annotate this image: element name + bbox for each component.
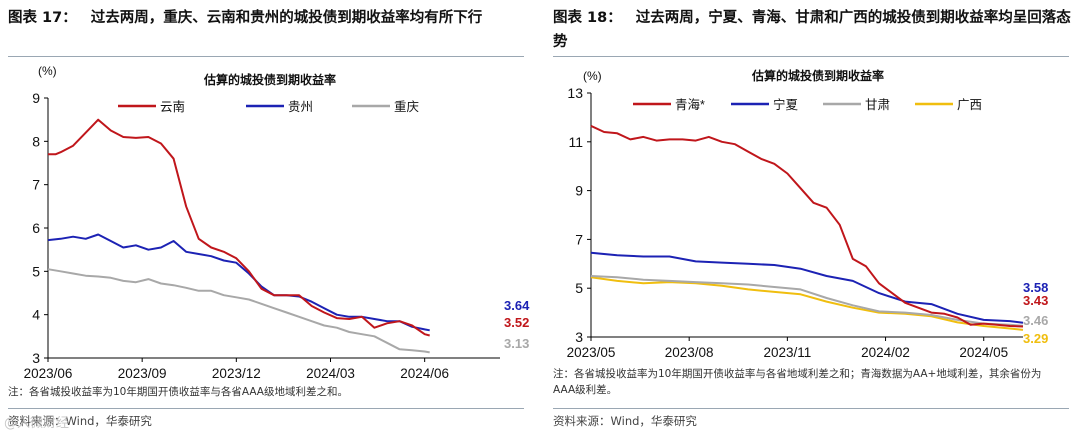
y-tick-label: 7: [32, 177, 40, 193]
x-tick-label: 2023/09: [118, 366, 167, 381]
legend-label-0: 云南: [160, 99, 185, 114]
figure-caption: 过去两周，重庆、云南和贵州的城投债到期收益率均有所下行: [90, 10, 483, 26]
x-tick-label: 2023/05: [567, 345, 616, 360]
y-tick-label: 5: [32, 263, 40, 279]
legend-label-2: 甘肃: [865, 98, 890, 112]
x-tick-label: 2024/06: [400, 366, 449, 381]
legend-label-1: 贵州: [288, 100, 313, 114]
x-tick-label: 2023/11: [763, 345, 811, 360]
source-text: 资料来源：Wind，华泰研究: [553, 414, 697, 428]
y-tick-label: 6: [32, 220, 40, 236]
figure-title: 图表 17： 过去两周，重庆、云南和贵州的城投债到期收益率均有所下行: [8, 6, 528, 30]
series-line-0: [590, 124, 1024, 328]
y-tick-label: 11: [568, 134, 583, 150]
y-tick-label: 9: [575, 183, 583, 199]
end-value-label-0: 3.52: [504, 315, 529, 330]
watermark: @入微财经: [4, 416, 70, 431]
y-tick-label: 4: [32, 307, 40, 323]
title-rule: [8, 56, 524, 57]
y-tick-label: 8: [32, 133, 40, 149]
chart-note: 注：各省城投收益率为10年期国开债收益率与各省地域利差之和；青海数据为AA+地域…: [553, 368, 1042, 396]
y-tick-label: 7: [575, 231, 583, 247]
chart-panel-17: 图表 17： 过去两周，重庆、云南和贵州的城投债到期收益率均有所下行 估算的城投债…: [8, 0, 530, 447]
figure-tag: 图表 17：: [8, 10, 77, 26]
y-tick-label: 13: [567, 85, 583, 101]
figure-title: 图表 18： 过去两周，宁夏、青海、甘肃和广西的城投债到期收益率均呈回落态势: [553, 6, 1073, 54]
x-tick-label: 2024/02: [861, 345, 910, 360]
end-value-label-2: 3.13: [504, 336, 529, 351]
x-tick-label: 2024/05: [959, 345, 1008, 360]
legend-label-3: 广西: [957, 98, 982, 112]
figure-caption: 过去两周，宁夏、青海、甘肃和广西的城投债到期收益率均呈回落态势: [553, 10, 1071, 50]
legend-label-0: 青海*: [675, 97, 705, 112]
source-text: 资料来源：Wind，华泰研究: [8, 414, 152, 428]
y-axis-unit: (%): [583, 69, 602, 83]
series-line-0: [48, 118, 430, 337]
legend-label-2: 重庆: [394, 99, 420, 114]
series-line-1: [47, 233, 430, 332]
y-tick-label: 3: [575, 329, 583, 345]
end-value-label-1: 3.58: [1023, 280, 1048, 295]
x-tick-label: 2023/08: [665, 345, 714, 360]
y-tick-label: 3: [32, 350, 40, 366]
end-value-label-1: 3.64: [504, 298, 530, 313]
y-tick-label: 9: [32, 90, 40, 106]
end-value-label-0: 3.43: [1023, 293, 1048, 308]
line-chart-1: 估算的城投债到期收益率 (%) 3 4 5 6 7 8 9 2023/06 2023/09 2023/…: [24, 64, 530, 381]
y-axis-unit: (%): [38, 64, 57, 78]
chart-panel-18: 图表 18： 过去两周，宁夏、青海、甘肃和广西的城投债到期收益率均呈回落态势 估算…: [553, 0, 1075, 447]
line-chart-2: 估算的城投债到期收益率 (%) 3 5 7 9 11 13 2023/05 2023/08 2023…: [567, 68, 1049, 360]
note-rule: [8, 408, 524, 409]
chart-title: 估算的城投债到期收益率: [203, 72, 336, 87]
title-rule: [553, 56, 1069, 57]
end-value-label-2: 3.46: [1023, 313, 1048, 328]
series-line-3: [590, 276, 1024, 331]
x-tick-label: 2023/12: [212, 366, 261, 381]
chart-note: 注：各省城投收益率为10年期国开债收益率与各省AAA级地域利差之和。: [8, 386, 348, 398]
x-tick-label: 2023/06: [24, 366, 73, 381]
series-line-2: [47, 268, 430, 354]
chart-title: 估算的城投债到期收益率: [751, 68, 884, 83]
y-tick-label: 5: [575, 280, 583, 296]
end-value-label-3: 3.29: [1023, 331, 1048, 346]
note-rule: [553, 408, 1069, 409]
x-tick-label: 2024/03: [306, 366, 355, 381]
legend-label-1: 宁夏: [773, 97, 799, 112]
figure-tag: 图表 18：: [553, 10, 622, 26]
series-line-1: [590, 251, 1024, 324]
